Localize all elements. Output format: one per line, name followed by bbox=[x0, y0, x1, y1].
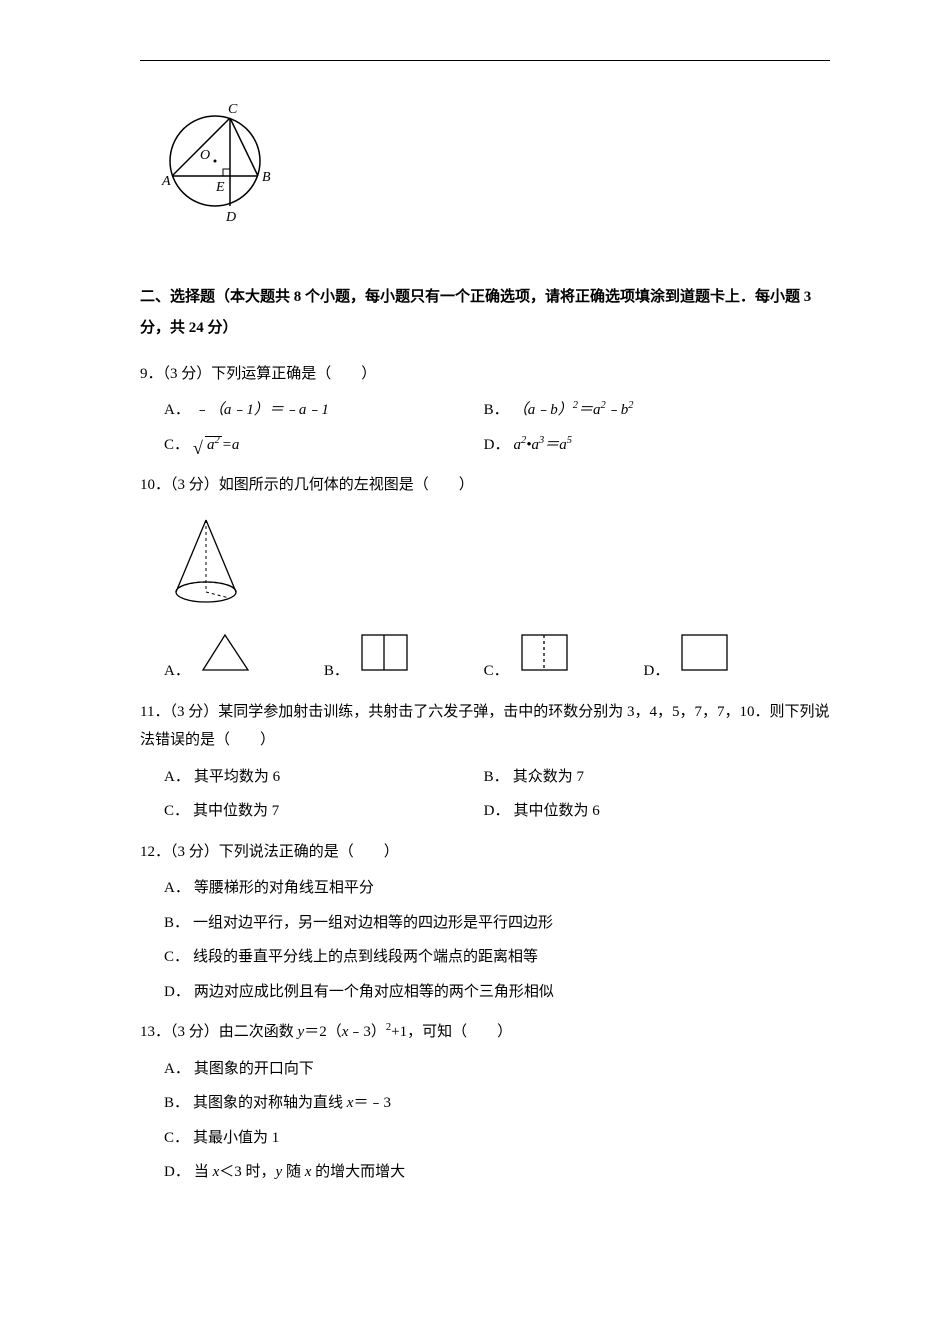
svg-text:B: B bbox=[262, 170, 271, 185]
q11-row2: C． 其中位数为 7 D． 其中位数为 6 bbox=[164, 797, 830, 826]
svg-text:O: O bbox=[200, 148, 210, 163]
q10-option-b: B． bbox=[324, 630, 484, 686]
rect-plain-icon bbox=[677, 630, 732, 686]
cone-3d-svg bbox=[164, 510, 254, 610]
circle-diagram-svg: C O A E B D bbox=[160, 81, 280, 241]
rect-dashed-line-icon bbox=[517, 630, 572, 686]
svg-text:C: C bbox=[228, 102, 238, 117]
q11-option-c: C． 其中位数为 7 bbox=[164, 797, 484, 826]
rect-solid-line-icon bbox=[357, 630, 412, 686]
q11-option-b: B． 其众数为 7 bbox=[484, 763, 804, 792]
section-2-header: 二、选择题（本大题共 8 个小题，每小题只有一个正确选项，请将正确选项填涂到道题… bbox=[140, 282, 830, 345]
q13-option-d: D．当 x＜3 时，y 随 x 的增大而增大 bbox=[164, 1158, 830, 1187]
question-11-text: 11．（3 分）某同学参加射击训练，共射击了六发子弹，击中的环数分别为 3，4，… bbox=[140, 698, 830, 755]
q9-option-b: B． （a﹣b）2＝a2﹣b2 bbox=[484, 396, 804, 425]
svg-text:A: A bbox=[161, 174, 171, 189]
question-10: 10．（3 分）如图所示的几何体的左视图是（ ） A． B． bbox=[140, 471, 830, 686]
question-11: 11．（3 分）某同学参加射击训练，共射击了六发子弹，击中的环数分别为 3，4，… bbox=[140, 698, 830, 826]
q13-option-b: B．其图象的对称轴为直线 x＝﹣3 bbox=[164, 1089, 830, 1118]
question-12-text: 12．（3 分）下列说法正确的是（ ） bbox=[140, 838, 830, 867]
q11-row1: A． 其平均数为 6 B． 其众数为 7 bbox=[164, 763, 830, 792]
q13-option-a: A．其图象的开口向下 bbox=[164, 1055, 830, 1084]
q10-option-d: D． bbox=[643, 630, 803, 686]
question-13-text: 13．（3 分）由二次函数 y＝2（x﹣3）2+1，可知（ ） bbox=[140, 1018, 830, 1047]
q12-option-c: C．线段的垂直平分线上的点到线段两个端点的距离相等 bbox=[164, 943, 830, 972]
page-top-border bbox=[140, 60, 830, 61]
question-13: 13．（3 分）由二次函数 y＝2（x﹣3）2+1，可知（ ） A．其图象的开口… bbox=[140, 1018, 830, 1187]
q9-option-d: D． a2•a3＝a5 bbox=[484, 431, 804, 460]
svg-text:D: D bbox=[225, 210, 236, 225]
q10-option-c: C． bbox=[484, 630, 644, 686]
q11-option-d: D． 其中位数为 6 bbox=[484, 797, 804, 826]
q12-option-b: B．一组对边平行，另一组对边相等的四边形是平行四边形 bbox=[164, 909, 830, 938]
q9-row2: C． a2=a D． a2•a3＝a5 bbox=[164, 431, 830, 460]
geometry-circle-figure: C O A E B D bbox=[160, 81, 830, 252]
q10-options: A． B． C． bbox=[164, 630, 830, 686]
q10-3d-figure bbox=[164, 510, 830, 621]
q9-option-a: A． ﹣（a﹣1）＝﹣a﹣1 bbox=[164, 396, 484, 425]
question-9-text: 9．（3 分）下列运算正确是（ ） bbox=[140, 360, 830, 389]
svg-text:E: E bbox=[215, 180, 225, 195]
question-9: 9．（3 分）下列运算正确是（ ） A． ﹣（a﹣1）＝﹣a﹣1 B． （a﹣b… bbox=[140, 360, 830, 460]
q12-option-d: D．两边对应成比例且有一个角对应相等的两个三角形相似 bbox=[164, 978, 830, 1007]
q13-option-c: C．其最小值为 1 bbox=[164, 1124, 830, 1153]
q9-row1: A． ﹣（a﹣1）＝﹣a﹣1 B． （a﹣b）2＝a2﹣b2 bbox=[164, 396, 830, 425]
q10-option-a: A． bbox=[164, 630, 324, 686]
question-12: 12．（3 分）下列说法正确的是（ ） A．等腰梯形的对角线互相平分 B．一组对… bbox=[140, 838, 830, 1007]
question-10-text: 10．（3 分）如图所示的几何体的左视图是（ ） bbox=[140, 471, 830, 500]
q11-option-a: A． 其平均数为 6 bbox=[164, 763, 484, 792]
triangle-shape-icon bbox=[198, 630, 253, 686]
q12-option-a: A．等腰梯形的对角线互相平分 bbox=[164, 874, 830, 903]
q9-option-c: C． a2=a bbox=[164, 431, 484, 460]
